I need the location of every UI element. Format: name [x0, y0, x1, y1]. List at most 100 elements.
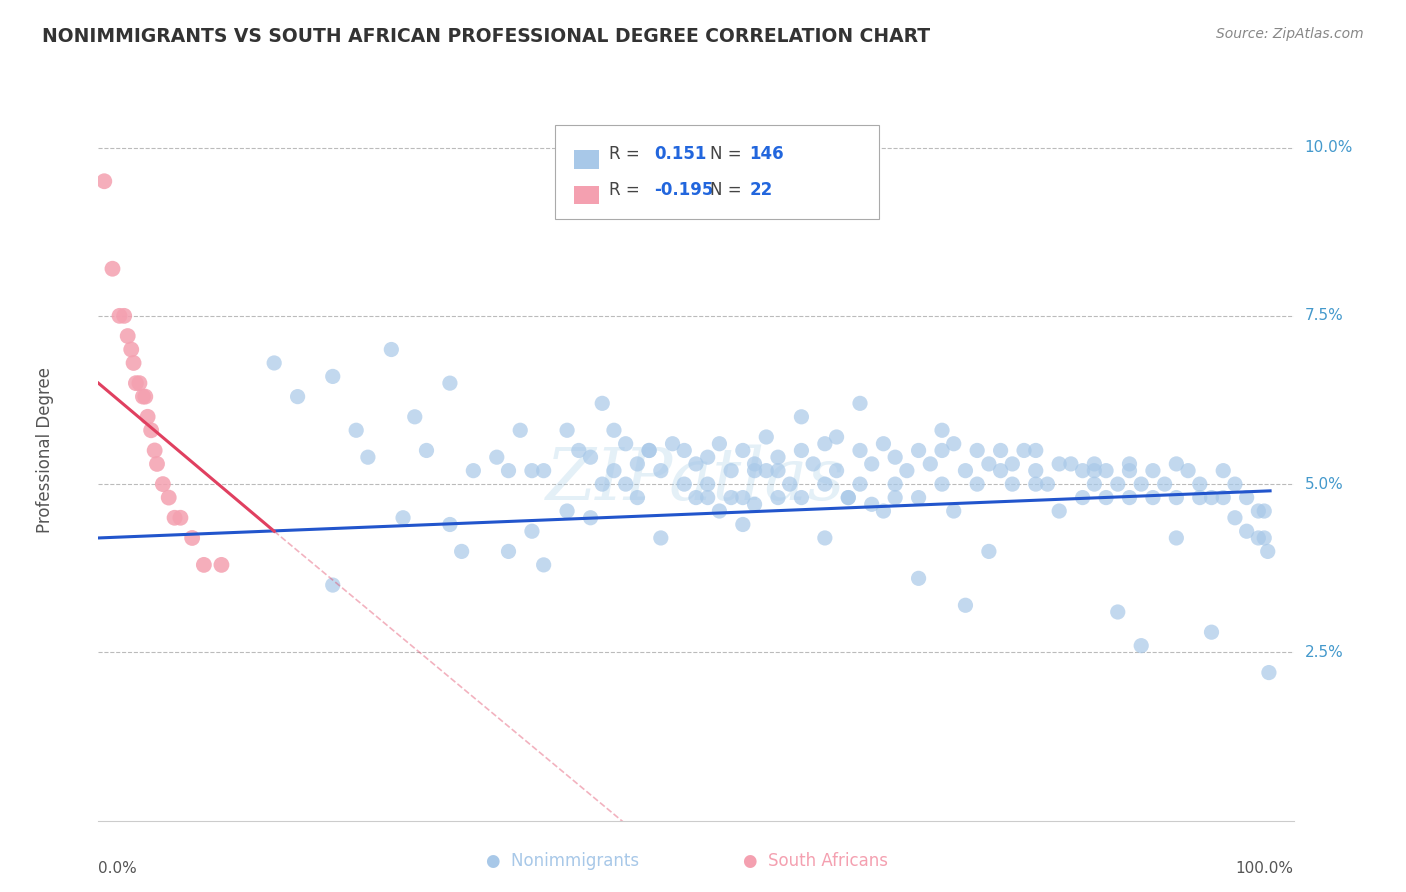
Point — [1047, 504, 1070, 518]
Point — [884, 477, 907, 491]
Point — [211, 558, 233, 572]
Point — [555, 423, 578, 437]
Point — [603, 423, 626, 437]
Point — [169, 510, 191, 524]
Point — [1201, 625, 1223, 640]
Text: ●  South Africans: ● South Africans — [742, 852, 889, 870]
Point — [907, 491, 929, 505]
Point — [920, 457, 942, 471]
Point — [509, 423, 531, 437]
Point — [860, 457, 883, 471]
Text: 22: 22 — [749, 181, 773, 199]
Point — [1107, 477, 1129, 491]
Point — [1060, 457, 1083, 471]
Point — [357, 450, 380, 465]
Point — [661, 436, 683, 450]
Point — [1258, 665, 1281, 680]
Point — [696, 477, 718, 491]
Point — [1001, 457, 1024, 471]
Point — [112, 309, 135, 323]
Point — [1001, 477, 1024, 491]
Point — [626, 491, 648, 505]
Point — [696, 491, 718, 505]
Point — [344, 423, 367, 437]
Point — [744, 464, 766, 478]
Point — [1142, 464, 1164, 478]
Point — [1166, 491, 1188, 505]
Point — [1166, 457, 1188, 471]
Text: 0.0%: 0.0% — [98, 862, 138, 876]
Point — [1153, 477, 1175, 491]
Point — [1247, 531, 1270, 545]
Point — [568, 443, 591, 458]
Text: ZIPatlas: ZIPatlas — [546, 445, 846, 516]
Text: 2.5%: 2.5% — [1305, 645, 1343, 660]
Point — [755, 464, 778, 478]
Point — [650, 531, 672, 545]
Point — [931, 477, 953, 491]
Point — [1223, 477, 1246, 491]
Point — [1223, 510, 1246, 524]
Point — [814, 436, 837, 450]
Point — [626, 457, 648, 471]
Point — [849, 443, 872, 458]
Point — [287, 390, 309, 404]
Text: -0.195: -0.195 — [654, 181, 713, 199]
Point — [93, 174, 115, 188]
Point — [673, 443, 696, 458]
Point — [1095, 464, 1118, 478]
Point — [146, 457, 169, 471]
Point — [1047, 457, 1070, 471]
Point — [849, 396, 872, 410]
Point — [1188, 491, 1211, 505]
Point — [709, 504, 731, 518]
Point — [990, 464, 1012, 478]
Point — [1025, 443, 1047, 458]
Point — [128, 376, 150, 391]
Text: N =: N = — [710, 145, 747, 163]
Point — [744, 497, 766, 511]
Text: NONIMMIGRANTS VS SOUTH AFRICAN PROFESSIONAL DEGREE CORRELATION CHART: NONIMMIGRANTS VS SOUTH AFRICAN PROFESSIO… — [42, 27, 931, 45]
Point — [720, 491, 742, 505]
Text: R =: R = — [609, 145, 645, 163]
Point — [1201, 491, 1223, 505]
Point — [1253, 504, 1275, 518]
Point — [755, 430, 778, 444]
Point — [884, 491, 907, 505]
Point — [120, 343, 142, 357]
Text: 5.0%: 5.0% — [1305, 476, 1343, 491]
Point — [1212, 464, 1234, 478]
Point — [1071, 464, 1094, 478]
Point — [1107, 605, 1129, 619]
Point — [1130, 477, 1153, 491]
Point — [1118, 491, 1140, 505]
Point — [579, 450, 602, 465]
Point — [837, 491, 859, 505]
Point — [1083, 464, 1105, 478]
Point — [825, 464, 848, 478]
Point — [193, 558, 215, 572]
Point — [766, 450, 789, 465]
Point — [1177, 464, 1199, 478]
Point — [1212, 491, 1234, 505]
Point — [591, 396, 613, 410]
Point — [555, 504, 578, 518]
Point — [731, 517, 754, 532]
Point — [392, 510, 415, 524]
Point — [814, 531, 837, 545]
Point — [779, 477, 801, 491]
Point — [990, 443, 1012, 458]
Point — [1095, 491, 1118, 505]
Point — [931, 443, 953, 458]
Point — [533, 558, 555, 572]
Point — [1188, 477, 1211, 491]
Point — [685, 491, 707, 505]
Text: 0.151: 0.151 — [654, 145, 706, 163]
Point — [404, 409, 426, 424]
Point — [520, 464, 543, 478]
Text: Source: ZipAtlas.com: Source: ZipAtlas.com — [1216, 27, 1364, 41]
Point — [955, 599, 977, 613]
Point — [650, 464, 672, 478]
Point — [907, 571, 929, 585]
Point — [117, 329, 139, 343]
